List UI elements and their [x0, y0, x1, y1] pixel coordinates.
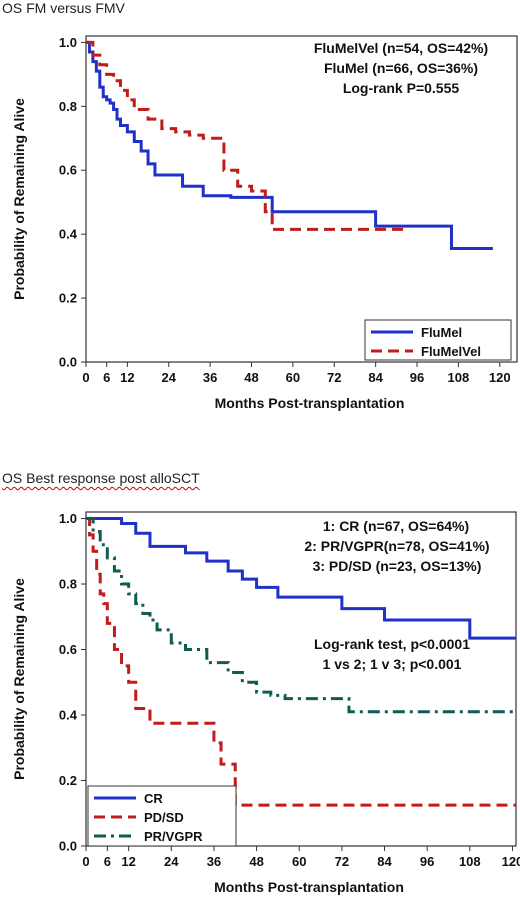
y-tick-label: 1.0 — [59, 35, 77, 50]
x-axis-title: Months Post-transplantation — [215, 395, 405, 411]
y-tick-label: 0.8 — [59, 577, 77, 592]
annotation: Log-rank P=0.555 — [343, 80, 460, 96]
x-tick-label: 48 — [244, 370, 258, 385]
annotation: 2: PR/VGPR(n=78, OS=41%) — [304, 538, 489, 554]
series-line-flumel — [86, 40, 493, 251]
x-tick-label: 72 — [327, 370, 341, 385]
x-tick-label: 24 — [162, 370, 177, 385]
x-tick-label: 48 — [249, 854, 263, 869]
x-tick-label: 6 — [103, 370, 110, 385]
legend-label: FluMelVel — [421, 344, 481, 359]
series-line-flumelvel — [86, 40, 404, 231]
legend-label: CR — [144, 791, 163, 806]
km-panel-bottom: OS Best response post alloSCT 0 6 12 24 36 48… — [0, 470, 520, 921]
x-axis-title: Months Post-transplantation — [214, 879, 404, 895]
y-tick-label: 0.8 — [59, 99, 77, 114]
legend-label: FluMel — [421, 325, 462, 340]
series-line-pd-sd — [86, 517, 516, 807]
annotation: 3: PD/SD (n=23, OS=13%) — [313, 558, 482, 574]
y-tick-label: 0.0 — [59, 355, 77, 370]
annotation: Log-rank test, p<0.0001 — [314, 636, 470, 652]
x-tick-label: 72 — [335, 854, 349, 869]
x-tick-label: 96 — [410, 370, 424, 385]
chart-title: OS Best response post alloSCT — [2, 470, 200, 486]
y-tick-label: 0.4 — [59, 708, 78, 723]
x-tick-label: 6 — [104, 854, 111, 869]
chart-title: OS FM versus FMV — [2, 0, 125, 16]
x-tick-label: 60 — [292, 854, 306, 869]
legend-label: PR/VGPR — [144, 829, 203, 844]
x-tick-label: 36 — [203, 370, 217, 385]
x-tick-label: 108 — [459, 854, 481, 869]
x-tick-label: 120 — [502, 854, 520, 869]
x-tick-label: 84 — [368, 370, 383, 385]
annotation: 1 vs 2; 1 v 3; p<0.001 — [323, 656, 462, 672]
x-tick-label: 84 — [377, 854, 392, 869]
plot-frame — [85, 511, 517, 847]
km-plot-top: 0 6 12 24 36 48 60 72 84 96 108 120 0.0 0.2 0.4 0.6 0.8 1… — [11, 35, 518, 411]
x-tick-label: 12 — [120, 370, 134, 385]
x-tick-label: 108 — [448, 370, 470, 385]
x-tick-label: 96 — [420, 854, 434, 869]
x-tick-label: 0 — [82, 854, 89, 869]
y-axis-title: Probability of Remaining Alive — [11, 98, 27, 300]
annotation: FluMelVel (n=54, OS=42%) — [314, 40, 488, 56]
legend-box — [364, 319, 512, 361]
km-panel-top: OS FM versus FMV 0 6 12 24 36 48 60 72 84 96 108 12… — [0, 0, 520, 440]
y-tick-label: 0.6 — [59, 642, 77, 657]
x-tick-label: 0 — [82, 370, 89, 385]
y-axis-title: Probability of Remaining Alive — [11, 578, 27, 780]
x-tick-label: 24 — [164, 854, 179, 869]
y-tick-label: 0.4 — [59, 227, 78, 242]
x-tick-label: 60 — [286, 370, 300, 385]
series-line-cr — [86, 517, 516, 640]
y-tick-label: 0.2 — [59, 773, 77, 788]
x-tick-label: 36 — [207, 854, 221, 869]
x-tick-label: 120 — [489, 370, 511, 385]
km-plot-bottom: 0 6 12 24 36 48 60 72 84 96 108 120 0.0 0.2 0.4 0.6 0.8 1… — [11, 511, 520, 895]
legend-label: PD/SD — [144, 810, 184, 825]
plot-frame — [85, 35, 518, 363]
y-tick-label: 0.2 — [59, 291, 77, 306]
y-tick-label: 0.6 — [59, 163, 77, 178]
y-tick-label: 1.0 — [59, 511, 77, 526]
x-tick-label: 12 — [121, 854, 135, 869]
annotation: 1: CR (n=67, OS=64%) — [323, 518, 469, 534]
y-tick-label: 0.0 — [59, 839, 77, 854]
annotation: FluMel (n=66, OS=36%) — [324, 60, 478, 76]
